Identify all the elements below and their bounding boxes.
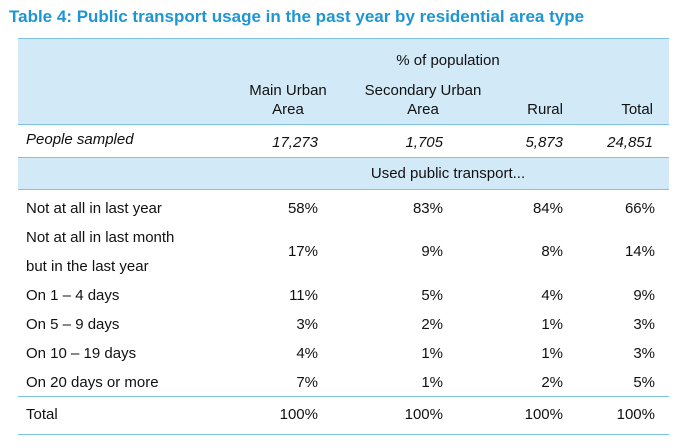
rule-bottom — [18, 434, 669, 435]
row-label: On 5 – 9 days — [26, 316, 120, 333]
col-header-main-urban-line2: Area — [272, 101, 304, 118]
row-value: 83% — [412, 200, 443, 217]
total-secondary-urban: 100% — [404, 406, 443, 423]
rule-top — [18, 38, 669, 39]
row-value: 1% — [421, 374, 443, 391]
row-value: 3% — [633, 345, 655, 362]
subheader-label: Used public transport... — [370, 165, 526, 182]
row-value: 2% — [421, 316, 443, 333]
row-value: 9% — [421, 243, 443, 260]
row-label-line2: but in the last year — [26, 258, 149, 275]
row-value: 8% — [541, 243, 563, 260]
col-header-rural: Rural — [527, 101, 563, 118]
sampled-label: People sampled — [26, 131, 134, 148]
row-value: 3% — [633, 316, 655, 333]
row-value: 1% — [541, 345, 563, 362]
sampled-main-urban: 17,273 — [272, 134, 318, 151]
rule-header — [18, 124, 669, 125]
group-label: % of population — [396, 52, 500, 69]
total-main-urban: 100% — [279, 406, 318, 423]
row-value: 17% — [287, 243, 318, 260]
row-value: 14% — [624, 243, 655, 260]
table-title: Table 4: Public transport usage in the p… — [9, 7, 585, 26]
row-value: 4% — [541, 287, 563, 304]
sampled-total: 24,851 — [607, 134, 653, 151]
row-value: 2% — [541, 374, 563, 391]
row-value: 1% — [541, 316, 563, 333]
sampled-rural: 5,873 — [525, 134, 563, 151]
row-value: 3% — [296, 316, 318, 333]
total-rural: 100% — [524, 406, 563, 423]
data-table: % of population Main Urban Area Secondar… — [18, 38, 669, 438]
row-value: 58% — [287, 200, 318, 217]
total-label: Total — [26, 406, 58, 423]
row-value: 9% — [633, 287, 655, 304]
row-value: 11% — [289, 287, 318, 304]
col-header-secondary-urban-line2: Area — [407, 101, 439, 118]
row-value: 5% — [633, 374, 655, 391]
row-label: On 1 – 4 days — [26, 287, 120, 304]
row-value: 5% — [421, 287, 443, 304]
row-label: On 10 – 19 days — [26, 345, 137, 362]
header-band — [18, 38, 669, 124]
rule-sampled — [18, 157, 669, 158]
row-label: Not at all in last year — [26, 200, 162, 217]
row-value: 66% — [624, 200, 655, 217]
total-total: 100% — [616, 406, 655, 423]
col-header-main-urban-line1: Main Urban — [249, 82, 327, 99]
row-label: Not at all in last month — [26, 229, 175, 246]
col-header-secondary-urban-line1: Secondary Urban — [364, 82, 482, 99]
rule-total — [18, 396, 669, 397]
col-header-total: Total — [621, 101, 653, 118]
subheader-band — [18, 158, 669, 189]
row-value: 84% — [532, 200, 563, 217]
row-value: 7% — [296, 374, 318, 391]
rule-subheader — [18, 189, 669, 190]
row-label: On 20 days or more — [26, 374, 159, 391]
row-value: 1% — [421, 345, 443, 362]
row-value: 4% — [296, 345, 318, 362]
sampled-secondary-urban: 1,705 — [405, 134, 443, 151]
